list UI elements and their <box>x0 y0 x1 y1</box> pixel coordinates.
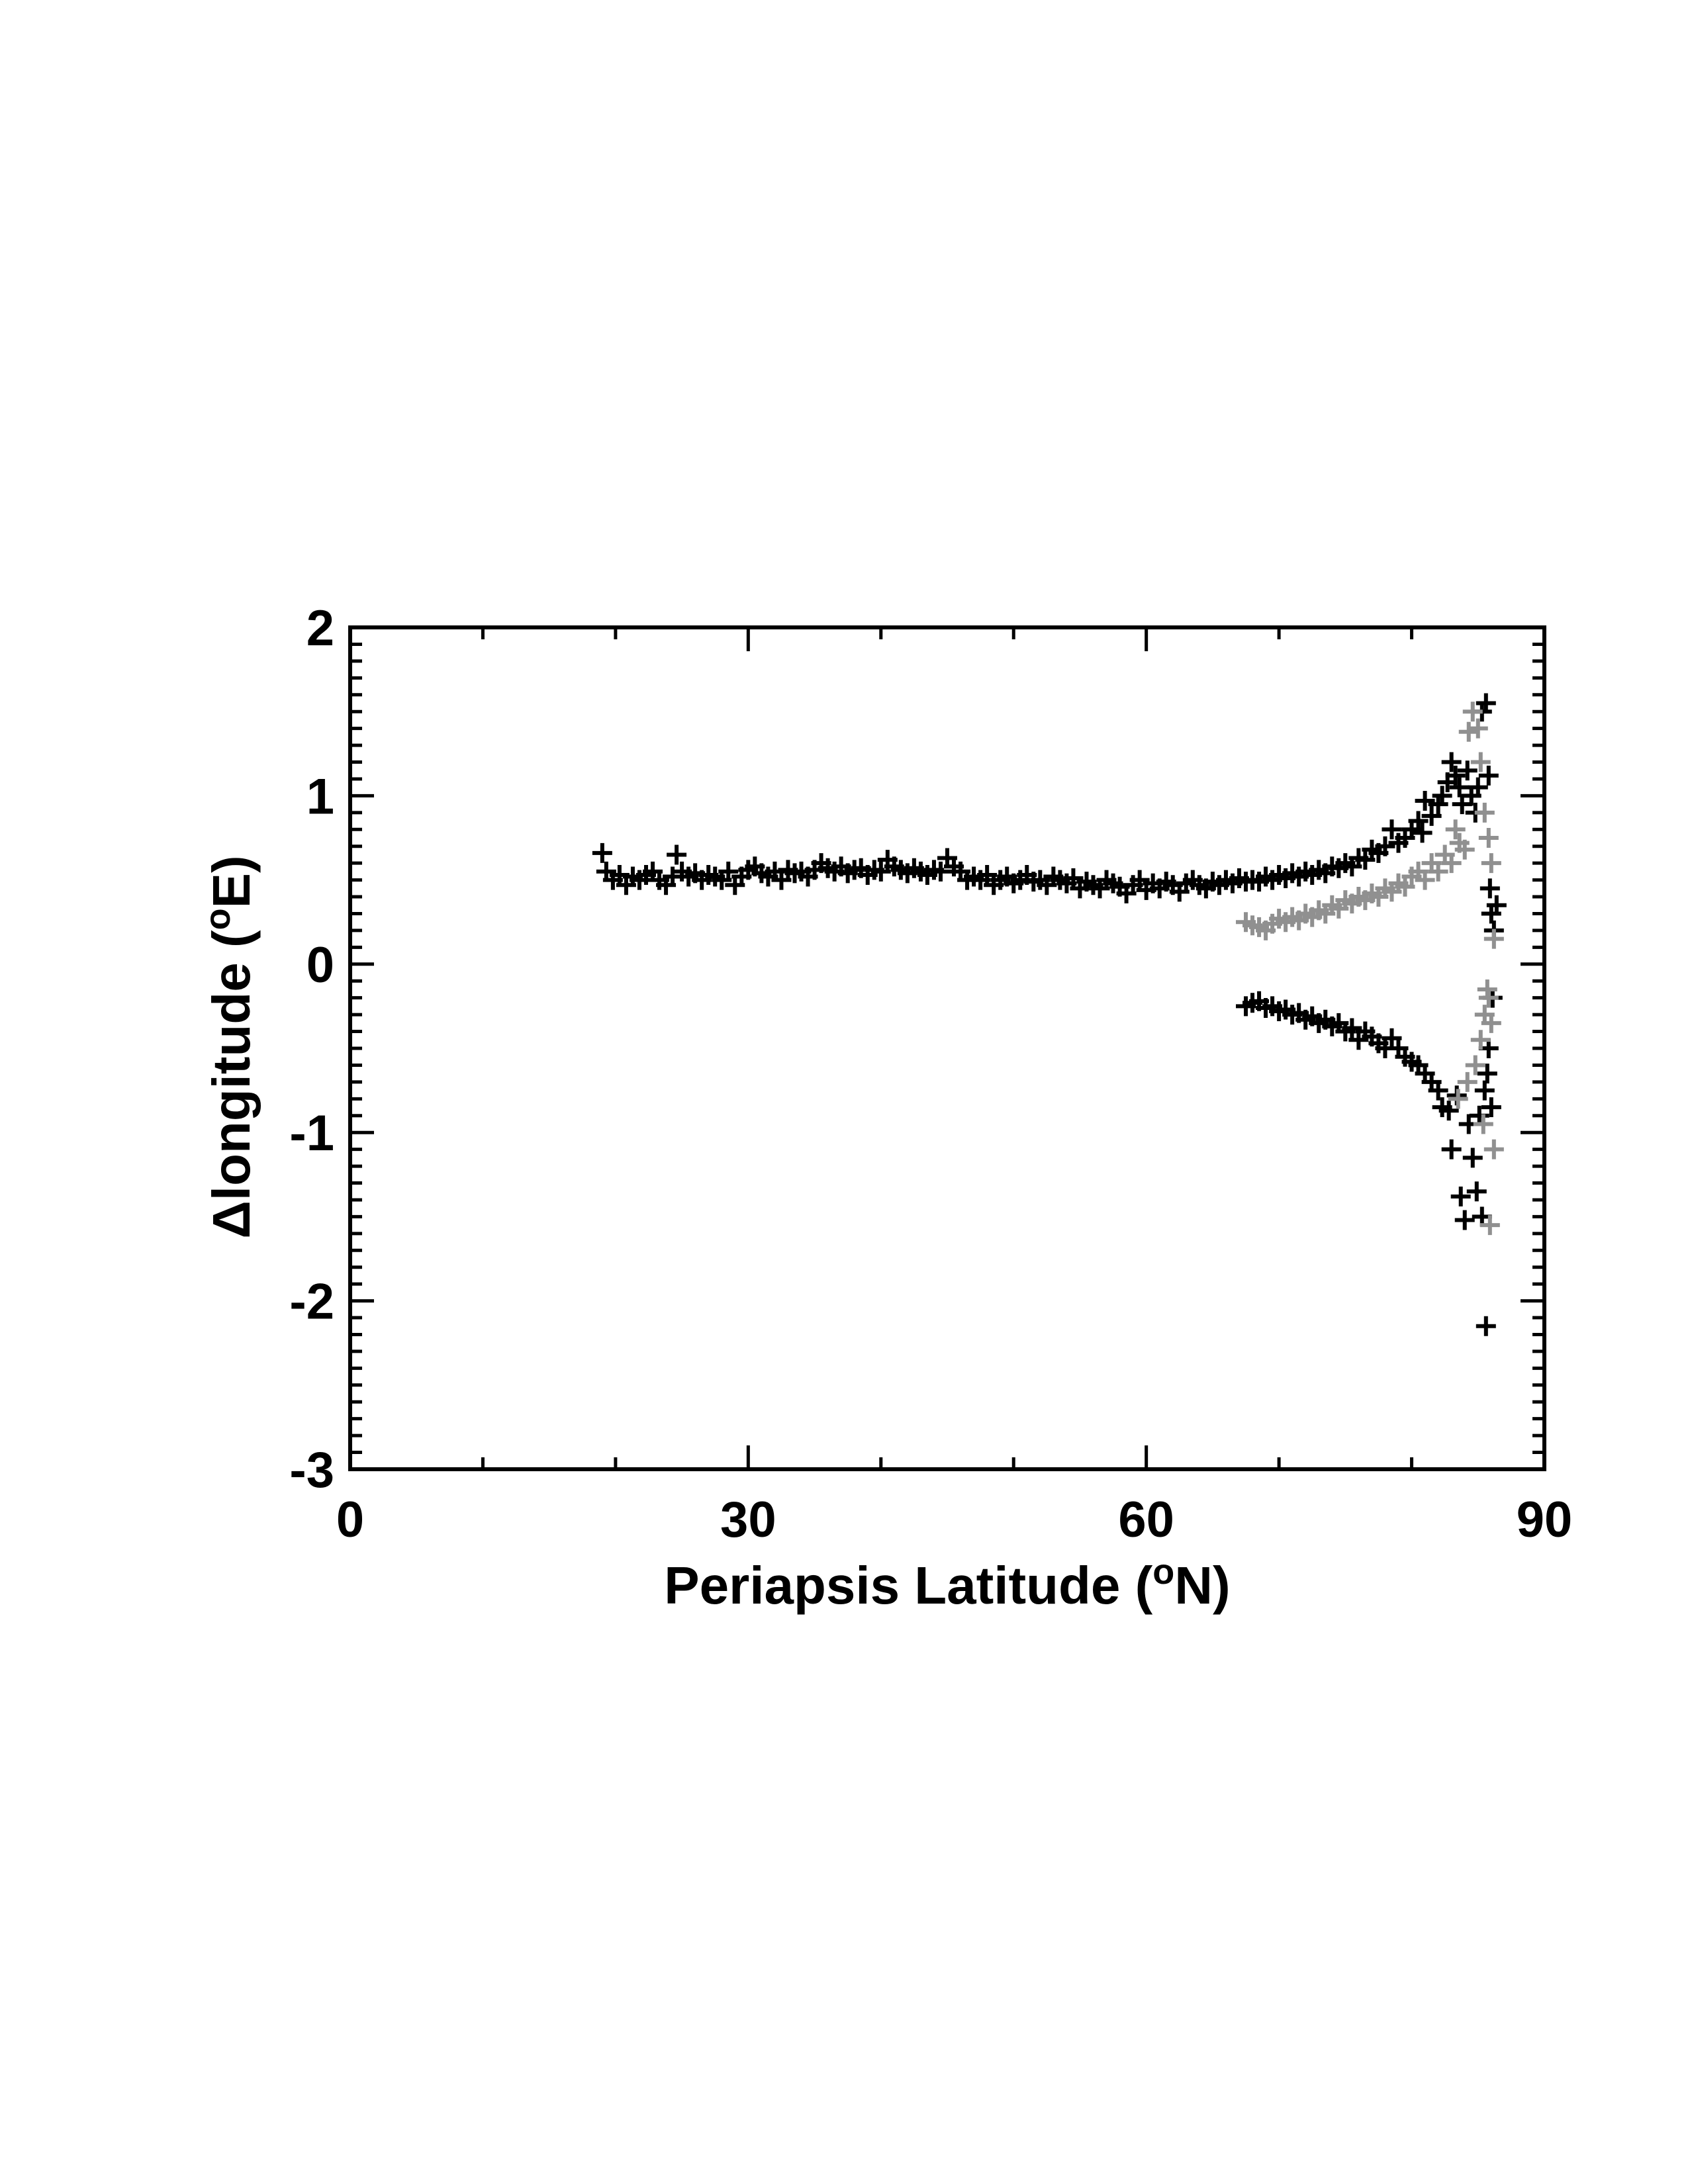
data-point <box>1486 895 1507 915</box>
data-point <box>977 864 998 885</box>
data-point <box>1342 1018 1362 1038</box>
data-point <box>1412 823 1432 843</box>
x-axis-title: Periapsis Latitude (oN) <box>664 1552 1230 1615</box>
data-point <box>1465 1055 1485 1075</box>
data-point <box>1479 878 1500 899</box>
data-point <box>1474 1080 1495 1101</box>
data-point <box>592 842 612 863</box>
x-axis-title-text: Periapsis Latitude ( <box>664 1556 1152 1615</box>
y-tick-label: 1 <box>306 768 334 825</box>
data-point <box>1438 1101 1459 1121</box>
data-point <box>1466 1181 1487 1202</box>
data-point <box>1454 839 1475 860</box>
data-point <box>1458 721 1479 742</box>
data-point <box>1483 929 1504 949</box>
data-point <box>1421 805 1442 826</box>
plot-frame <box>348 625 1546 1471</box>
data-point <box>1415 791 1435 811</box>
data-point <box>1468 777 1488 797</box>
data-point <box>930 861 951 882</box>
series-1 <box>1236 702 1504 1236</box>
data-point <box>1476 693 1496 713</box>
data-point <box>1441 752 1462 772</box>
data-point <box>667 844 687 865</box>
data-point <box>870 861 891 882</box>
y-tick-label: -1 <box>289 1105 334 1161</box>
data-point <box>1481 853 1501 874</box>
data-point <box>1415 870 1435 890</box>
data-point <box>1476 1316 1496 1336</box>
data-point <box>1479 1215 1500 1236</box>
data-point <box>1445 819 1466 840</box>
data-point <box>1450 1186 1471 1206</box>
data-point <box>1477 979 1497 999</box>
data-point <box>1454 1210 1475 1230</box>
data-point <box>1428 1080 1448 1101</box>
x-tick-label: 90 <box>1517 1492 1573 1548</box>
x-tick-label: 60 <box>1118 1492 1174 1548</box>
data-point <box>1441 1139 1462 1160</box>
y-axis-title-degree: o <box>198 908 238 930</box>
data-point <box>1462 702 1483 722</box>
data-point <box>1449 777 1470 797</box>
x-axis-title-degree: o <box>1152 1552 1174 1592</box>
y-tick-label: -2 <box>289 1274 334 1330</box>
y-axis-title-unit: E) <box>202 855 261 908</box>
data-point <box>1129 870 1150 890</box>
y-tick-label: 0 <box>306 937 334 993</box>
y-tick-label: -3 <box>289 1442 334 1498</box>
data-point <box>1063 868 1084 889</box>
data-point <box>718 861 739 882</box>
data-point <box>1473 1114 1493 1134</box>
data-point <box>1470 1030 1491 1050</box>
data-point <box>1457 1071 1477 1092</box>
data-point <box>1448 1089 1468 1109</box>
data-point <box>1408 811 1429 831</box>
data-point <box>1481 1013 1501 1033</box>
data-point <box>1462 1148 1483 1168</box>
data-point <box>1432 786 1452 806</box>
data-point <box>1457 760 1477 781</box>
data-point <box>1445 765 1466 786</box>
data-point <box>1477 1064 1497 1084</box>
data-point <box>1478 828 1499 848</box>
data-points <box>592 693 1507 1336</box>
y-axis-title-text: Δlongitude ( <box>202 930 261 1239</box>
data-point <box>1478 765 1499 786</box>
data-point <box>1428 861 1448 882</box>
data-point <box>771 870 792 890</box>
x-axis-title-unit: N) <box>1174 1556 1230 1615</box>
data-point <box>1468 718 1488 739</box>
data-point <box>1483 1139 1504 1160</box>
data-point <box>1382 819 1402 840</box>
data-point <box>1355 850 1376 870</box>
data-point <box>1395 876 1415 897</box>
data-point <box>1481 1097 1501 1118</box>
data-point <box>1474 802 1495 823</box>
x-tick-label: 30 <box>720 1492 776 1548</box>
x-tick-label: 0 <box>336 1492 364 1548</box>
data-point <box>1441 853 1462 874</box>
axis-ticks <box>348 625 1546 1471</box>
data-point <box>1382 1028 1402 1048</box>
y-axis-title: Δlongitude (oE) <box>198 855 261 1238</box>
y-tick-label: 2 <box>306 600 334 657</box>
series-0 <box>592 693 1507 1336</box>
data-point <box>1470 752 1491 772</box>
data-point <box>1375 836 1395 856</box>
tick-labels: 0 30 60 90 2 1 0 -1 -2 -3 <box>289 600 1572 1548</box>
